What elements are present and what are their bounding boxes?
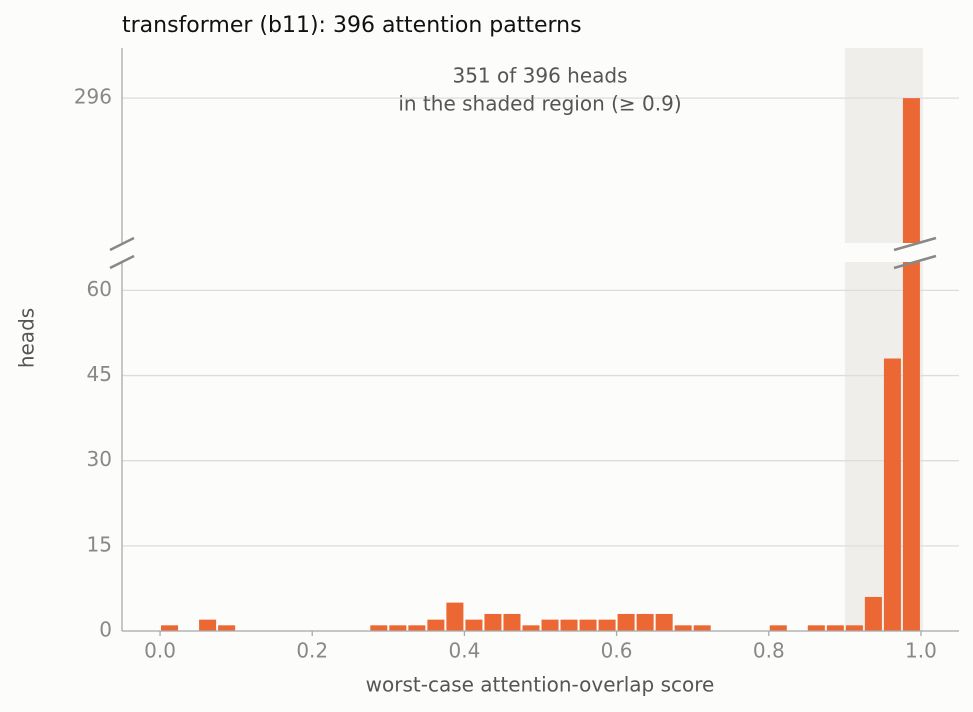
bar [522,625,540,631]
axis-break [109,236,937,270]
bar [693,625,711,631]
y-tick-label: 296 [74,85,112,109]
x-tick-label: 0.6 [601,639,633,663]
bar [769,625,787,631]
axes [121,48,959,632]
bar [218,625,236,631]
y-tick-label: 0 [99,618,112,642]
bar [902,262,920,631]
bar [883,358,901,631]
break-mark [893,254,937,270]
bar [427,619,445,631]
break-mark [109,236,135,252]
text-layer: 0 15 30 45 60 296 0.0 0.2 0.4 0.6 0.8 1.0 [74,85,937,663]
x-tick-label: 0.2 [296,639,328,663]
bar [446,602,464,631]
y-tick-label: 60 [87,277,112,301]
bar [484,613,502,631]
x-tick-label: 0.0 [144,639,176,663]
y-tick-label: 30 [87,447,112,471]
bar [902,98,920,244]
x-axis-label: worst-case attention-overlap score [366,673,715,697]
bar [199,619,217,631]
bar [636,613,654,631]
bar [389,625,407,631]
y-axis-label: heads [15,308,39,368]
bars-layer [161,98,920,631]
bar [465,619,483,631]
bar [617,613,635,631]
bar [503,613,521,631]
annotation: in the shaded region (≥ 0.9) [398,92,681,116]
bar [408,625,426,631]
annotation: 351 of 396 heads [452,64,627,88]
bar [560,619,578,631]
bar [655,613,673,631]
x-tick-label: 0.8 [753,639,785,663]
bar [370,625,388,631]
chart-title: transformer (b11): 396 attention pattern… [122,13,582,38]
break-mark [109,254,135,270]
bar [598,619,616,631]
bar [541,619,559,631]
bar [807,625,825,631]
x-tick-label: 0.4 [449,639,481,663]
bar [845,625,863,631]
bar [864,596,882,631]
x-tick-label: 1.0 [905,639,937,663]
bar [826,625,844,631]
bar [161,625,179,631]
break-mark [893,236,937,252]
bar [579,619,597,631]
y-tick-label: 15 [87,532,112,556]
bar [674,625,692,631]
y-tick-label: 45 [87,362,112,386]
